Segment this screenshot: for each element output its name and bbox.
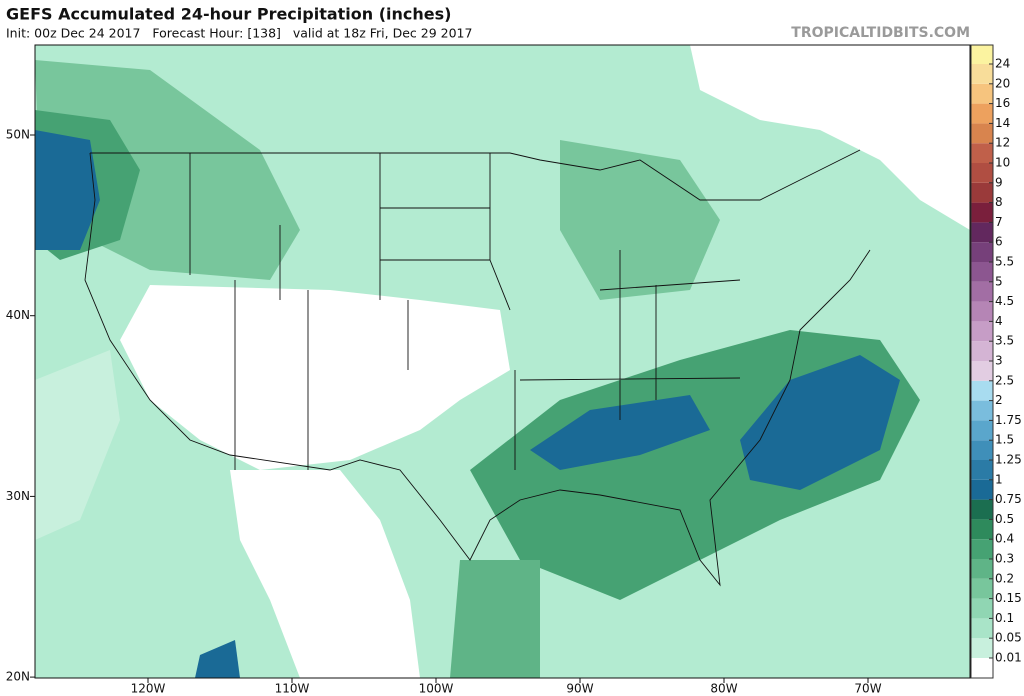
- heavy-area: [195, 640, 240, 678]
- colorbar-swatch: [971, 598, 993, 619]
- colorbar-swatch: [971, 123, 993, 144]
- colorbar-swatch: [971, 479, 993, 500]
- lon-label: 70W: [854, 682, 881, 696]
- colorbar-label: 1.75: [995, 413, 1022, 427]
- border: [90, 149, 861, 201]
- colorbar-swatch: [971, 262, 993, 282]
- colorbar-swatch: [971, 380, 993, 401]
- colorbar-swatch: [971, 618, 993, 639]
- map-frame: [34, 44, 971, 679]
- colorbar-swatch: [971, 361, 993, 381]
- lat-label: 20N: [6, 670, 30, 684]
- map: [34, 44, 971, 679]
- colorbar-label: 3.5: [995, 334, 1014, 348]
- heavy-area: [740, 355, 900, 490]
- colorbar-swatch: [971, 242, 993, 262]
- lat-label: 30N: [6, 489, 30, 503]
- colorbar-label: 10: [995, 156, 1010, 170]
- coastline: [84, 152, 871, 587]
- lon-label: 100W: [419, 682, 454, 696]
- colorbar-label: 0.3: [995, 552, 1014, 566]
- colorbar-frame: [970, 44, 994, 679]
- colorbar-swatch: [971, 420, 993, 441]
- colorbar-swatch: [971, 182, 993, 203]
- colorbar-swatch: [971, 440, 993, 460]
- colorbar-label: 4.5: [995, 294, 1014, 308]
- colorbar-label: 0.5: [995, 512, 1014, 526]
- colorbar-swatch: [971, 578, 993, 599]
- colorbar-label: 1.5: [995, 433, 1014, 447]
- heavy-area: [530, 395, 710, 470]
- colorbar-label: 5.5: [995, 255, 1014, 269]
- colorbar-label: 2: [995, 393, 1003, 407]
- colorbar-swatch: [971, 281, 993, 302]
- colorbar-label: 5: [995, 274, 1003, 288]
- colorbar-swatch: [971, 163, 993, 183]
- colorbar-swatch: [971, 341, 993, 361]
- title: GEFS Accumulated 24-hour Precipitation (…: [6, 5, 452, 24]
- colorbar-label: 12: [995, 136, 1010, 150]
- dry-area: [120, 285, 510, 470]
- colorbar-label: 7: [995, 215, 1003, 229]
- colorbar-label: 1: [995, 472, 1003, 486]
- subtitle: Init: 00z Dec 24 2017 Forecast Hour: [13…: [6, 26, 472, 41]
- lon-label: 90W: [566, 682, 593, 696]
- colorbar-swatch: [971, 222, 993, 243]
- colorbar-swatch: [971, 460, 993, 480]
- colorbar-label: 6: [995, 235, 1003, 249]
- colorbar-label: 0.1: [995, 611, 1014, 625]
- colorbar-label: 0.4: [995, 532, 1014, 546]
- colorbar-label: 4: [995, 314, 1003, 328]
- wet-area: [450, 560, 540, 678]
- colorbar-label: 0.75: [995, 492, 1022, 506]
- colorbar-label: 14: [995, 116, 1010, 130]
- watermark: TROPICALTIDBITS.COM: [791, 25, 970, 41]
- colorbar-label: 0.2: [995, 571, 1014, 585]
- dry-area: [230, 470, 420, 678]
- heavy-area: [35, 130, 100, 250]
- colorbar-swatch: [971, 559, 993, 579]
- lon-label: 110W: [275, 682, 310, 696]
- colorbar-swatch: [971, 202, 993, 223]
- colorbar-label: 0.05: [995, 631, 1022, 645]
- colorbar-label: 9: [995, 175, 1003, 189]
- colorbar-label: 8: [995, 195, 1003, 209]
- colorbar-label: 16: [995, 96, 1010, 110]
- colorbar-swatch: [971, 400, 993, 421]
- colorbar-swatch: [971, 658, 993, 678]
- colorbar-swatch: [971, 499, 993, 520]
- colorbar-swatch: [971, 539, 993, 559]
- colorbar: 0.01 0.05 0.1 0.15 0.2 0.3 0.4 0.5 0.75 1 1.25 1.5 1…: [970, 44, 1022, 679]
- colorbar-swatch: [971, 321, 993, 342]
- colorbar-label: 1.25: [995, 453, 1022, 467]
- colorbar-swatch: [971, 64, 993, 84]
- colorbar-swatch: [971, 638, 993, 658]
- colorbar-swatch: [971, 301, 993, 322]
- lat-label: 50N: [6, 128, 30, 142]
- light-area: [35, 350, 120, 540]
- state-lines: [189, 153, 741, 470]
- colorbar-swatch: [971, 45, 993, 64]
- colorbar-label: 0.15: [995, 591, 1022, 605]
- colorbar-swatch: [971, 103, 993, 124]
- colorbar-swatch: [971, 83, 993, 104]
- colorbar-swatch: [971, 519, 993, 540]
- lat-label: 40N: [6, 308, 30, 322]
- colorbar-label: 20: [995, 76, 1010, 90]
- lon-label: 80W: [710, 682, 737, 696]
- colorbar-label: 24: [995, 57, 1010, 71]
- colorbar-label: 0.01: [995, 651, 1022, 665]
- colorbar-swatch: [971, 143, 993, 163]
- wet-area: [560, 140, 720, 300]
- dry-area: [690, 45, 970, 230]
- colorbar-label: 3: [995, 354, 1003, 368]
- lon-label: 120W: [131, 682, 166, 696]
- colorbar-label: 2.5: [995, 373, 1014, 387]
